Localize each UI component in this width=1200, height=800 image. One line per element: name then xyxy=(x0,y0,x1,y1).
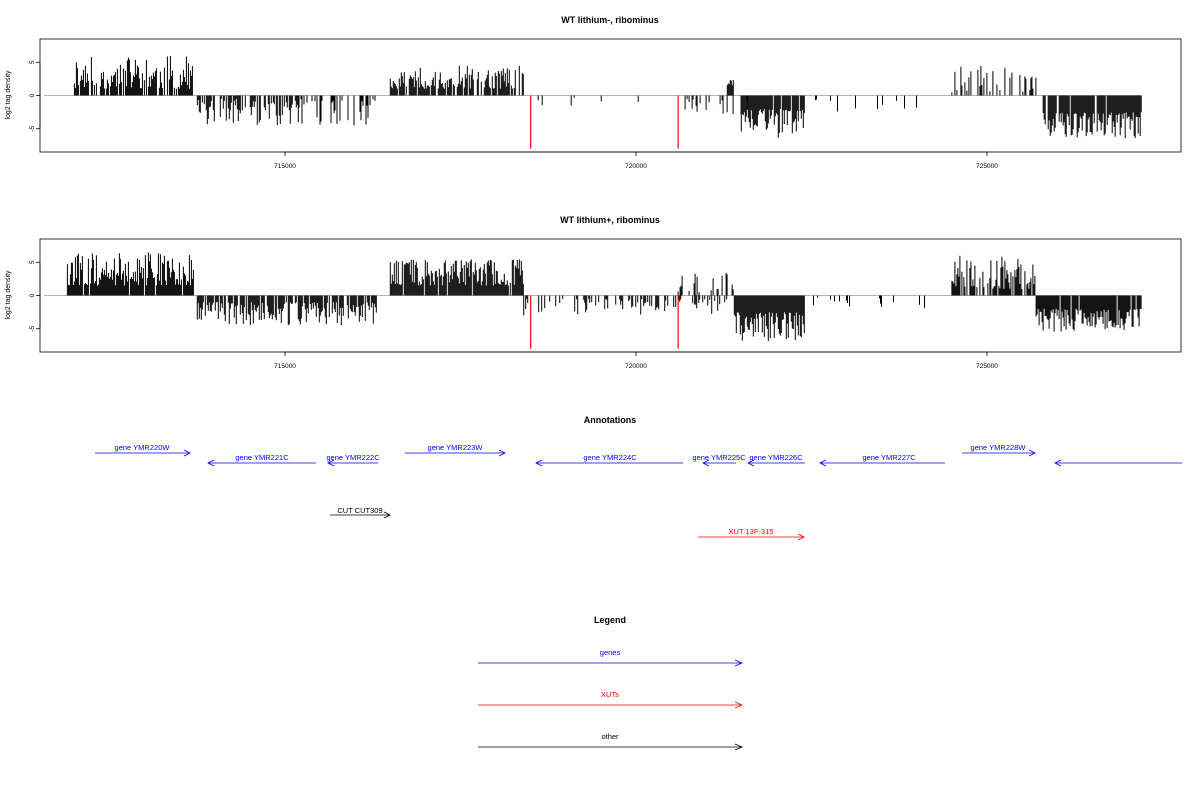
feature-label: XUT 13F-315 xyxy=(729,527,774,536)
axes: -5 0 5 715000 720000 725000 xyxy=(29,60,998,170)
feature-gene-ymr220w: gene YMR220W xyxy=(95,443,191,457)
feature-label: gene YMR228W xyxy=(971,443,1027,452)
y-tick-label: 0 xyxy=(29,293,36,297)
feature-gene-ymr226c: gene YMR226C xyxy=(747,453,805,467)
feature-gene-ymr227c: gene YMR227C xyxy=(819,453,945,467)
legend-label: XUTs xyxy=(601,690,619,699)
feature-gene-ymr221c: gene YMR221C xyxy=(207,453,316,467)
x-tick-label: 725000 xyxy=(976,163,998,170)
legend: Legend genes XUTs other xyxy=(478,615,744,751)
density-bars xyxy=(44,56,1142,149)
panel-title: WT lithium-, ribominus xyxy=(561,15,659,25)
legend-item-other: other xyxy=(478,732,744,751)
y-tick-label: 0 xyxy=(29,93,36,97)
x-tick-label: 725000 xyxy=(976,363,998,370)
y-axis-label: log2 tag density xyxy=(5,70,12,120)
feature-gene-unlabeled xyxy=(1054,459,1182,467)
feature-cut309: CUT CUT309 xyxy=(330,506,391,519)
feature-gene-ymr228w: gene YMR228W xyxy=(962,443,1036,457)
y-tick-label: -5 xyxy=(29,325,36,331)
annotations-title: Annotations xyxy=(584,415,637,425)
panel-lithium-minus: WT lithium-, ribominus log2 tag density … xyxy=(5,15,1182,170)
panel-lithium-plus: WT lithium+, ribominus log2 tag density … xyxy=(5,215,1182,370)
feature-gene-ymr224c: gene YMR224C xyxy=(535,453,683,467)
y-tick-label: 5 xyxy=(29,260,36,264)
legend-title: Legend xyxy=(594,615,626,625)
feature-label: gene YMR226C xyxy=(749,453,803,462)
y-axis-label: log2 tag density xyxy=(5,270,12,320)
feature-label: gene YMR222C xyxy=(326,453,380,462)
feature-label: gene YMR220W xyxy=(115,443,171,452)
feature-gene-ymr223w: gene YMR223W xyxy=(405,443,506,457)
feature-label: gene YMR227C xyxy=(862,453,916,462)
feature-gene-ymr225c: gene YMR225C xyxy=(692,453,746,467)
legend-label: other xyxy=(601,732,619,741)
feature-gene-ymr222c: gene YMR222C xyxy=(326,453,380,467)
x-tick-label: 720000 xyxy=(625,363,647,370)
density-bars xyxy=(44,252,1142,349)
feature-xut-13f-315: XUT 13F-315 xyxy=(698,527,805,541)
annotations-track: Annotations gene YMR220W gene YMR221C ge… xyxy=(95,415,1182,541)
y-tick-label: 5 xyxy=(29,60,36,64)
feature-label: gene YMR224C xyxy=(583,453,637,462)
x-tick-label: 715000 xyxy=(274,163,296,170)
legend-item-xuts: XUTs xyxy=(478,690,744,709)
x-tick-label: 715000 xyxy=(274,363,296,370)
legend-item-genes: genes xyxy=(478,648,744,667)
feature-label: gene YMR225C xyxy=(692,453,746,462)
y-tick-label: -5 xyxy=(29,125,36,131)
feature-label: gene YMR223W xyxy=(428,443,484,452)
panel-title: WT lithium+, ribominus xyxy=(560,215,660,225)
x-tick-label: 720000 xyxy=(625,163,647,170)
feature-label: gene YMR221C xyxy=(235,453,289,462)
feature-label: CUT CUT309 xyxy=(337,506,382,515)
legend-label: genes xyxy=(600,648,621,657)
axes: -5 0 5 715000 720000 725000 xyxy=(29,260,998,370)
